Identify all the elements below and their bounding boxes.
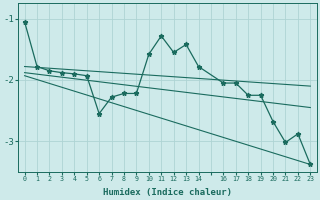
X-axis label: Humidex (Indice chaleur): Humidex (Indice chaleur) — [103, 188, 232, 197]
